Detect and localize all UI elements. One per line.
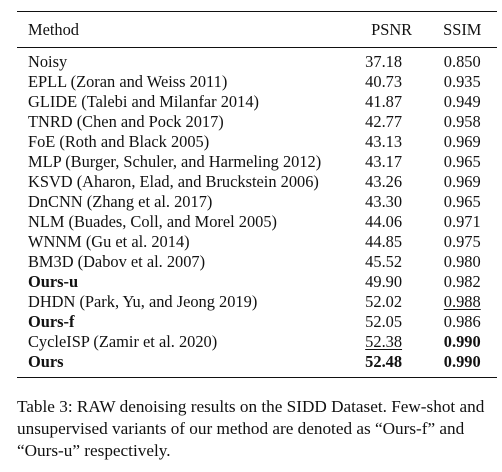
table-row: DHDN (Park, Yu, and Jeong 2019) 52.02 0.… (17, 292, 497, 312)
table-row: KSVD (Aharon, Elad, and Bruckstein 2006)… (17, 172, 497, 192)
psnr-cell: 41.87 (365, 92, 403, 111)
method-cell: TNRD (Chen and Pock 2017) (28, 112, 224, 131)
table-row: Ours 52.48 0.990 (17, 352, 497, 378)
method-cell: MLP (Burger, Schuler, and Harmeling 2012… (28, 152, 322, 171)
psnr-cell: 42.77 (365, 112, 403, 131)
table-row: GLIDE (Talebi and Milanfar 2014) 41.87 0… (17, 92, 497, 112)
method-cell: Noisy (28, 52, 68, 71)
method-cell: KSVD (Aharon, Elad, and Bruckstein 2006) (28, 172, 319, 191)
psnr-cell: 44.85 (365, 232, 403, 251)
table-row: CycleISP (Zamir et al. 2020) 52.38 0.990 (17, 332, 497, 352)
header-ssim: SSIM (443, 19, 482, 39)
table-row: DnCNN (Zhang et al. 2017) 43.30 0.965 (17, 192, 497, 212)
psnr-cell: 40.73 (365, 72, 403, 91)
method-cell: WNNM (Gu et al. 2014) (28, 232, 190, 251)
ssim-cell-bold: 0.990 (443, 352, 481, 371)
table-row: EPLL (Zoran and Weiss 2011) 40.73 0.935 (17, 72, 497, 92)
ssim-cell: 0.935 (443, 72, 481, 91)
method-cell: Ours (28, 352, 64, 371)
psnr-cell: 45.52 (365, 252, 403, 271)
results-table: Method PSNR SSIM Noisy 37.18 0.850 EPLL … (17, 11, 497, 378)
psnr-cell-bold: 52.48 (365, 352, 403, 371)
ssim-cell: 0.986 (443, 312, 481, 331)
psnr-cell: 52.05 (365, 312, 403, 331)
ssim-cell: 0.965 (443, 152, 481, 171)
table-row: BM3D (Dabov et al. 2007) 45.52 0.980 (17, 252, 497, 272)
method-cell: BM3D (Dabov et al. 2007) (28, 252, 206, 271)
method-cell: Ours-u (28, 272, 79, 291)
header-method: Method (28, 19, 79, 39)
psnr-cell: 37.18 (365, 52, 403, 71)
ssim-cell: 0.969 (443, 132, 481, 151)
psnr-cell: 43.30 (365, 192, 403, 211)
method-cell: EPLL (Zoran and Weiss 2011) (28, 72, 228, 91)
psnr-cell: 43.13 (365, 132, 403, 151)
table-row: Ours-u 49.90 0.982 (17, 272, 497, 292)
table-row: Noisy 37.18 0.850 (17, 48, 497, 73)
table-row: WNNM (Gu et al. 2014) 44.85 0.975 (17, 232, 497, 252)
results-table-container: Method PSNR SSIM Noisy 37.18 0.850 EPLL … (17, 11, 497, 378)
ssim-cell: 0.982 (443, 272, 481, 291)
method-cell: CycleISP (Zamir et al. 2020) (28, 332, 218, 351)
method-cell: GLIDE (Talebi and Milanfar 2014) (28, 92, 259, 111)
table-row: NLM (Buades, Coll, and Morel 2005) 44.06… (17, 212, 497, 232)
method-cell: DHDN (Park, Yu, and Jeong 2019) (28, 292, 258, 311)
ssim-cell: 0.975 (443, 232, 481, 251)
header-psnr: PSNR (371, 19, 413, 39)
header-row: Method PSNR SSIM (17, 11, 497, 48)
psnr-cell: 44.06 (365, 212, 403, 231)
method-cell: DnCNN (Zhang et al. 2017) (28, 192, 213, 211)
psnr-cell-underlined: 52.38 (365, 332, 403, 351)
ssim-cell: 0.980 (443, 252, 481, 271)
table-row: MLP (Burger, Schuler, and Harmeling 2012… (17, 152, 497, 172)
method-cell: NLM (Buades, Coll, and Morel 2005) (28, 212, 278, 231)
psnr-cell: 43.17 (365, 152, 403, 171)
ssim-cell: 0.958 (443, 112, 481, 131)
ssim-cell: 0.969 (443, 172, 481, 191)
table-caption: Table 3: RAW denoising results on the SI… (17, 397, 485, 460)
ssim-cell: 0.949 (443, 92, 481, 111)
method-cell: FoE (Roth and Black 2005) (28, 132, 210, 151)
psnr-cell: 43.26 (365, 172, 403, 191)
ssim-cell-underlined: 0.988 (443, 292, 481, 311)
table-row: Ours-f 52.05 0.986 (17, 312, 497, 332)
ssim-cell: 0.971 (443, 212, 481, 231)
table-body: Noisy 37.18 0.850 EPLL (Zoran and Weiss … (17, 48, 497, 378)
table-row: TNRD (Chen and Pock 2017) 42.77 0.958 (17, 112, 497, 132)
psnr-cell: 49.90 (365, 272, 403, 291)
ssim-cell: 0.965 (443, 192, 481, 211)
ssim-cell-bold: 0.990 (443, 332, 481, 351)
psnr-cell: 52.02 (365, 292, 403, 311)
table-header: Method PSNR SSIM (17, 11, 497, 48)
method-cell: Ours-f (28, 312, 75, 331)
table-row: FoE (Roth and Black 2005) 43.13 0.969 (17, 132, 497, 152)
ssim-cell: 0.850 (443, 52, 481, 71)
